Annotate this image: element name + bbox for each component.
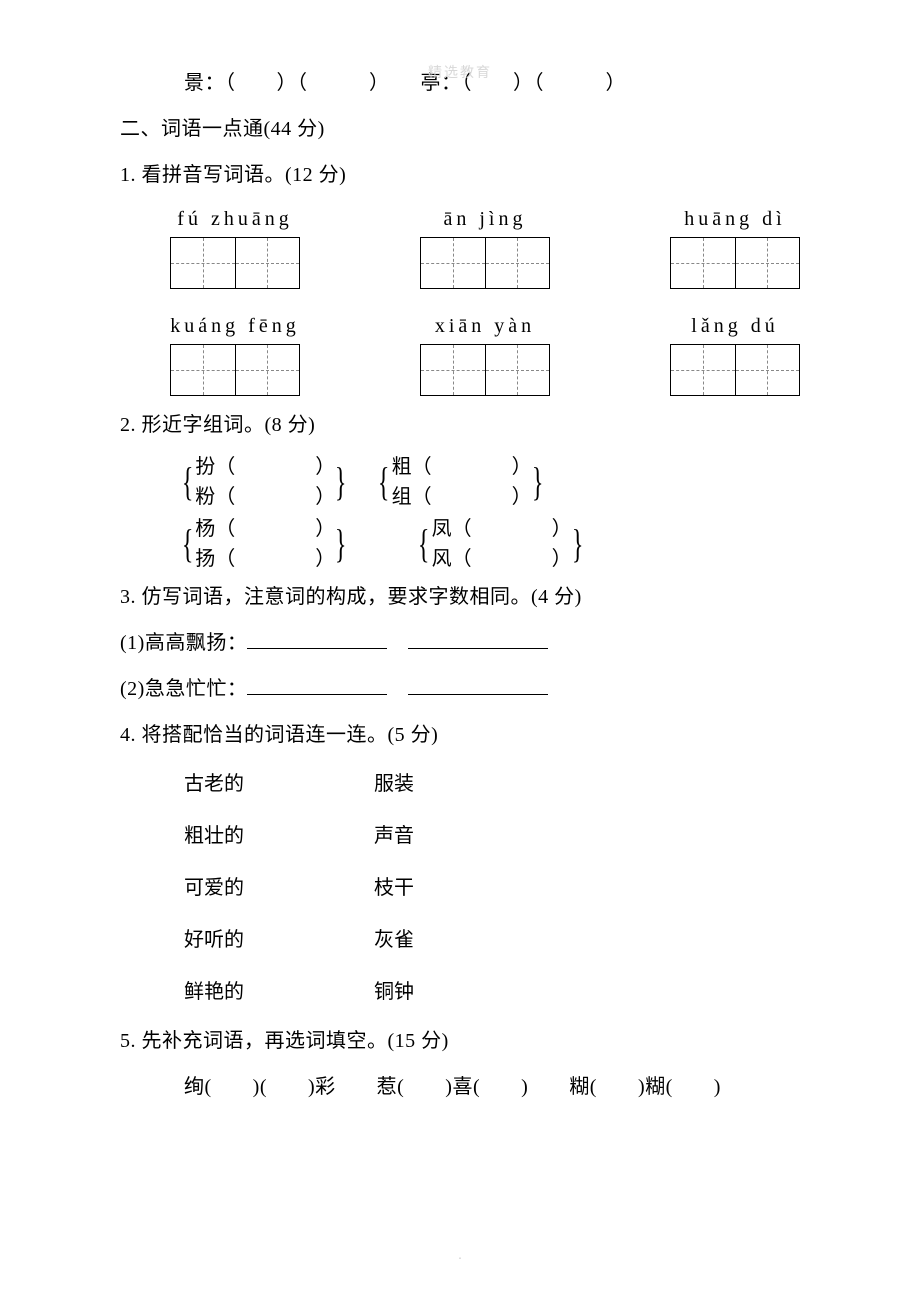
pair-group: { 扮（ ） 粉（ ） } — [182, 452, 348, 512]
pair-rows: 扮（ ） 粉（ ） — [195, 452, 335, 512]
footer-dot: . — [0, 1248, 920, 1264]
tianzige-cell — [736, 345, 800, 395]
pair-rows: 凤（ ） 风（ ） — [432, 514, 572, 574]
pair-row-1: { 扮（ ） 粉（ ） } { 粗（ ） 组（ ） } — [120, 452, 800, 512]
pair-item: 凤（ ） — [432, 514, 572, 544]
blank-line — [408, 677, 548, 695]
watermark-text: 精选教育 — [0, 62, 920, 82]
tianzige-cell — [736, 238, 800, 288]
tianzige-grid — [170, 237, 300, 289]
tianzige-cell — [671, 238, 736, 288]
page-container: 景：（ ）（ ） 亭：（ ）（ ） 二、词语一点通(44 分) 1. 看拼音写词… — [0, 0, 920, 1150]
q3-item2-label: (2)急急忙忙： — [120, 678, 247, 700]
pinyin-block: xiān yàn — [420, 315, 550, 396]
pair-item: 风（ ） — [432, 544, 572, 574]
q3-item1-label: (1)高高飘扬： — [120, 632, 247, 654]
brace-left-icon: { — [378, 462, 390, 502]
pinyin-block: huāng dì — [670, 208, 800, 289]
pinyin-text: huāng dì — [670, 208, 800, 231]
match-row: 古老的 服装 — [120, 758, 800, 810]
match-right: 枝干 — [374, 862, 414, 914]
match-left: 好听的 — [184, 914, 374, 966]
blank-line — [247, 631, 387, 649]
tianzige-cell — [421, 345, 486, 395]
pair-group: { 凤（ ） 风（ ） } — [418, 514, 584, 574]
match-left: 古老的 — [184, 758, 374, 810]
brace-left-icon: { — [182, 524, 194, 564]
q5-line1-p2: 惹( )喜( ) — [377, 1076, 529, 1098]
section-2-title: 二、词语一点通(44 分) — [120, 106, 800, 152]
pinyin-text: ān jìng — [420, 208, 550, 231]
brace-left-icon: { — [418, 524, 430, 564]
pair-item: 扮（ ） — [195, 452, 335, 482]
tianzige-grid — [670, 344, 800, 396]
tianzige-cell — [486, 345, 550, 395]
q5-title: 5. 先补充词语，再选词填空。(15 分) — [120, 1018, 800, 1064]
pinyin-text: lǎng dú — [670, 315, 800, 338]
blank-line — [408, 631, 548, 649]
q3-item1: (1)高高飘扬： — [120, 620, 800, 666]
q5-line1: 绚( )( )彩 惹( )喜( ) 糊( )糊( ) — [120, 1064, 800, 1110]
pinyin-row-1: fú zhuāng ān jìng huāng dì — [120, 208, 800, 289]
pair-item: 粗（ ） — [392, 452, 532, 482]
pinyin-block: kuáng fēng — [170, 315, 300, 396]
match-row: 可爱的 枝干 — [120, 862, 800, 914]
pinyin-text: xiān yàn — [420, 315, 550, 338]
q2-title: 2. 形近字组词。(8 分) — [120, 402, 800, 448]
pair-group: { 杨（ ） 扬（ ） } — [182, 514, 348, 574]
match-row: 鲜艳的 铜钟 — [120, 966, 800, 1018]
q4-title: 4. 将搭配恰当的词语连一连。(5 分) — [120, 712, 800, 758]
tianzige-cell — [236, 238, 300, 288]
pinyin-text: fú zhuāng — [170, 208, 300, 231]
pinyin-block: fú zhuāng — [170, 208, 300, 289]
match-left: 可爱的 — [184, 862, 374, 914]
brace-right-icon: } — [531, 462, 543, 502]
tianzige-cell — [236, 345, 300, 395]
q3-item2: (2)急急忙忙： — [120, 666, 800, 712]
pair-rows: 粗（ ） 组（ ） — [392, 452, 532, 512]
pinyin-text: kuáng fēng — [170, 315, 300, 338]
tianzige-cell — [486, 238, 550, 288]
match-right: 服装 — [374, 758, 414, 810]
brace-left-icon: { — [182, 462, 194, 502]
tianzige-grid — [170, 344, 300, 396]
brace-right-icon: } — [335, 462, 347, 502]
pair-item: 杨（ ） — [195, 514, 335, 544]
match-row: 粗壮的 声音 — [120, 810, 800, 862]
tianzige-cell — [421, 238, 486, 288]
brace-right-icon: } — [335, 524, 347, 564]
tianzige-cell — [671, 345, 736, 395]
pair-item: 组（ ） — [392, 482, 532, 512]
match-right: 灰雀 — [374, 914, 414, 966]
pair-item: 粉（ ） — [195, 482, 335, 512]
pair-group: { 粗（ ） 组（ ） } — [378, 452, 544, 512]
tianzige-grid — [420, 237, 550, 289]
pair-item: 扬（ ） — [195, 544, 335, 574]
pair-row-2: { 杨（ ） 扬（ ） } { 凤（ ） 风（ ） } — [120, 514, 800, 574]
pinyin-block: lǎng dú — [670, 315, 800, 396]
match-row: 好听的 灰雀 — [120, 914, 800, 966]
q5-line1-p3: 糊( )糊( ) — [569, 1076, 721, 1098]
pinyin-row-2: kuáng fēng xiān yàn lǎng dú — [120, 315, 800, 396]
match-right: 声音 — [374, 810, 414, 862]
tianzige-grid — [420, 344, 550, 396]
match-right: 铜钟 — [374, 966, 414, 1018]
blank-line — [247, 677, 387, 695]
match-left: 鲜艳的 — [184, 966, 374, 1018]
pair-rows: 杨（ ） 扬（ ） — [195, 514, 335, 574]
q1-title: 1. 看拼音写词语。(12 分) — [120, 152, 800, 198]
q5-line1-p1: 绚( )( )彩 — [184, 1076, 336, 1098]
tianzige-grid — [670, 237, 800, 289]
match-left: 粗壮的 — [184, 810, 374, 862]
tianzige-cell — [171, 345, 236, 395]
q3-title: 3. 仿写词语，注意词的构成，要求字数相同。(4 分) — [120, 574, 800, 620]
tianzige-cell — [171, 238, 236, 288]
brace-right-icon: } — [571, 524, 583, 564]
pinyin-block: ān jìng — [420, 208, 550, 289]
